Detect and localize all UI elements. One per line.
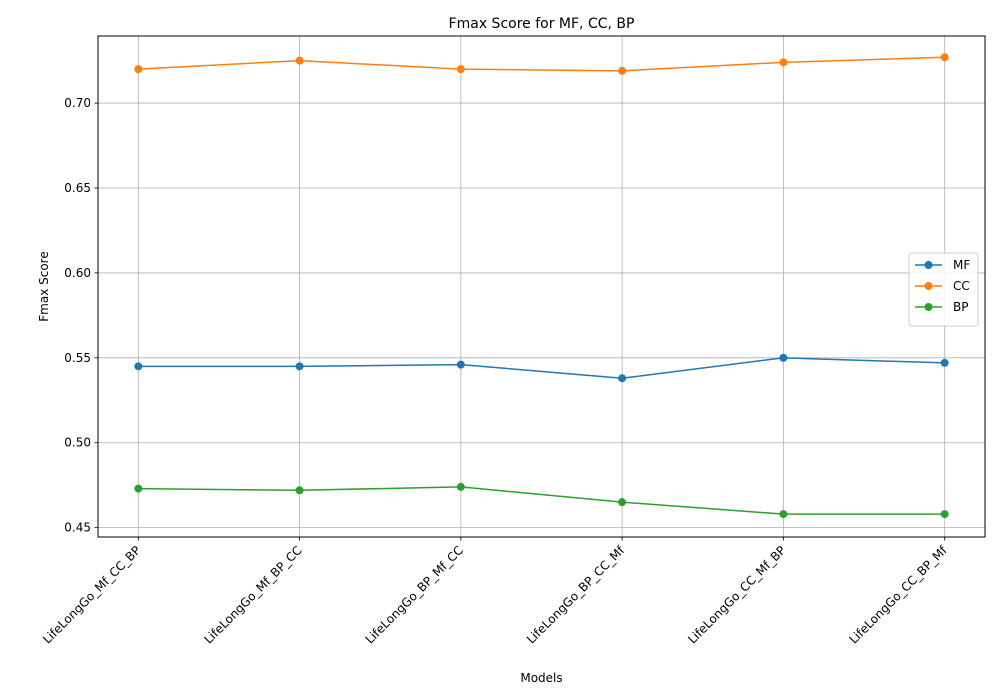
legend-swatch-marker (924, 282, 933, 290)
series-mf (134, 353, 949, 383)
series-bp (134, 482, 949, 519)
series-line-bp (138, 486, 945, 515)
data-point-cc (940, 53, 949, 62)
data-point-bp (940, 510, 949, 519)
series-line-mf (138, 357, 945, 379)
data-point-bp (295, 486, 304, 495)
data-point-cc (134, 65, 143, 74)
y-tick-label: 0.60 (64, 266, 91, 280)
data-point-mf (134, 362, 143, 371)
y-tick-label: 0.55 (64, 351, 91, 365)
series-cc (134, 53, 949, 75)
data-point-cc (618, 66, 627, 75)
y-tick-label: 0.50 (64, 436, 91, 450)
data-point-bp (618, 498, 627, 507)
y-axis: 0.45 0.50 0.55 0.60 0.65 0.70 (64, 96, 98, 535)
x-axis-title: Models (520, 671, 562, 685)
grid (98, 36, 985, 537)
legend: MF CC BP (908, 252, 979, 327)
y-tick-label: 0.70 (64, 96, 91, 110)
legend-swatch-marker (924, 261, 933, 269)
data-point-mf (295, 362, 304, 371)
data-point-bp (456, 482, 465, 491)
legend-item-bp: BP (915, 300, 968, 314)
y-axis-title: Fmax Score (37, 251, 51, 321)
data-point-cc (456, 65, 465, 74)
legend-swatch-marker (924, 303, 933, 311)
data-point-cc (779, 58, 788, 67)
legend-label: CC (953, 279, 970, 293)
data-point-mf (618, 374, 627, 383)
data-point-bp (134, 484, 143, 493)
data-point-mf (456, 360, 465, 369)
legend-item-mf: MF (915, 258, 970, 272)
y-tick-label: 0.65 (64, 181, 91, 195)
data-point-cc (295, 56, 304, 65)
plot-frame (97, 35, 986, 538)
legend-label: BP (953, 300, 968, 314)
data-point-mf (779, 353, 788, 362)
series-layer (134, 53, 949, 519)
legend-item-cc: CC (915, 279, 970, 293)
data-point-bp (779, 510, 788, 519)
data-point-mf (940, 358, 949, 367)
chart-title: Fmax Score for MF, CC, BP (449, 16, 635, 32)
legend-label: MF (953, 258, 970, 272)
y-tick-label: 0.45 (64, 521, 91, 535)
series-line-cc (138, 56, 945, 72)
